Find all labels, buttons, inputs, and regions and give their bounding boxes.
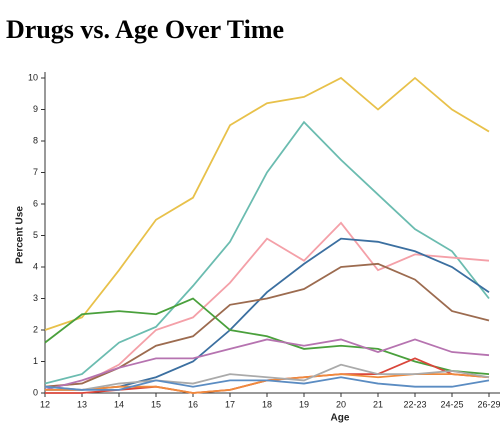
y-tick-label: 0 [33, 387, 38, 397]
x-axis-label: Age [331, 413, 350, 424]
y-tick-label: 6 [33, 198, 38, 208]
series-line [44, 363, 490, 391]
series-line [44, 221, 490, 388]
x-tick-label: 12 [40, 399, 50, 409]
x-tick-label: 17 [225, 399, 235, 409]
x-tick-label: 18 [262, 399, 272, 409]
y-tick-label: 2 [33, 324, 38, 334]
x-tick-label: 13 [77, 399, 87, 409]
y-tick-label: 1 [33, 356, 38, 366]
series-line [45, 237, 490, 391]
chart-title: Drugs vs. Age Over Time [6, 15, 284, 44]
x-tick-label: 19 [299, 399, 309, 409]
y-tick-label: 8 [33, 135, 38, 145]
series-line [44, 297, 490, 375]
series-line [44, 76, 490, 331]
y-axis-label: Percent Use [15, 206, 26, 264]
y-tick-label: 9 [33, 104, 38, 114]
x-tick-label: 24-25 [440, 399, 463, 409]
series-line [44, 376, 490, 391]
x-tick-label: 16 [188, 399, 198, 409]
x-tick-label: 22-23 [403, 399, 426, 409]
x-tick-label: 21 [373, 399, 383, 409]
y-tick-label: 7 [33, 167, 38, 177]
x-tick-label: 26-29 [477, 399, 500, 409]
series-line [44, 338, 490, 391]
y-tick-label: 3 [33, 293, 38, 303]
y-tick-label: 5 [33, 230, 38, 240]
x-tick-label: 20 [336, 399, 346, 409]
y-tick-label: 4 [33, 261, 38, 271]
y-tick-label: 10 [28, 72, 38, 82]
x-tick-label: 15 [151, 399, 161, 409]
series-line [44, 120, 490, 385]
x-tick-label: 14 [114, 399, 124, 409]
